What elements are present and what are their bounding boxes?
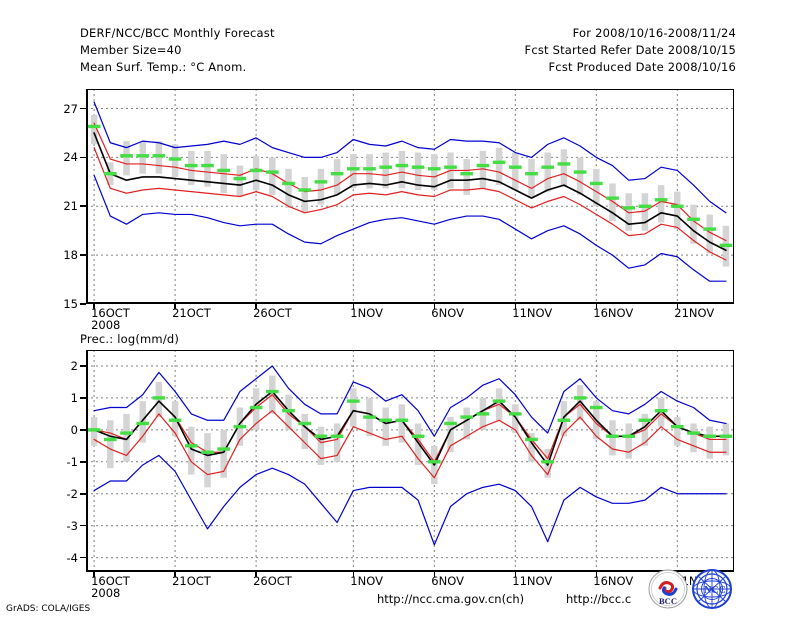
temperature-x-tick-mark: [676, 304, 679, 309]
temperature-x-axis-year: 2008: [91, 318, 121, 332]
precipitation-y-tick-label: -4: [66, 550, 78, 565]
temperature-y-tick-mark: [80, 205, 86, 208]
precipitation-y-tick-mark: [80, 492, 86, 495]
temperature-x-tick-label: 16OCT: [91, 306, 130, 320]
precipitation-y-tick-label: -3: [66, 518, 78, 533]
precipitation-y-tick-label: 0: [70, 422, 78, 437]
temperature-plot: [86, 89, 734, 304]
temperature-x-tick-label: 26OCT: [253, 306, 292, 320]
temperature-y-tick-label: 24: [63, 150, 78, 165]
temperature-x-tick-mark: [255, 304, 257, 309]
precipitation-y-tick-mark: [80, 524, 86, 527]
temperature-y-tick-mark: [80, 303, 86, 305]
precipitation-x-tick-mark: [255, 572, 257, 577]
temperature-x-tick-mark: [174, 304, 176, 309]
temperature-y-tick-label: 27: [63, 101, 78, 116]
grads-credit: GrADS: COLA/IGES: [6, 604, 91, 614]
precipitation-y-tick-label: -2: [66, 486, 78, 501]
precipitation-plot-frame: [86, 350, 734, 572]
temperature-plot-frame: [86, 89, 734, 304]
precipitation-x-tick-mark: [93, 572, 95, 577]
header-forecast-period: For 2008/10/16-2008/11/24: [572, 26, 736, 40]
temperature-x-tick-mark: [595, 304, 598, 309]
temperature-y-tick-mark: [80, 156, 86, 159]
precipitation-x-tick-mark: [433, 572, 436, 577]
temperature-x-tick-label: 6NOV: [431, 306, 464, 320]
temperature-x-tick-label: 11NOV: [512, 306, 553, 320]
precipitation-y-tick-mark: [80, 556, 86, 559]
temperature-x-tick-label: 1NOV: [350, 306, 383, 320]
precipitation-x-axis-year: 2008: [91, 586, 121, 600]
precipitation-x-tick-label: 11NOV: [512, 574, 553, 588]
precipitation-x-tick-label: 26OCT: [253, 574, 292, 588]
precipitation-y-tick-mark: [80, 365, 86, 367]
temperature-chart-panel: [86, 89, 734, 304]
temperature-x-tick-mark: [514, 304, 517, 309]
header-start-refer-date: Fcst Started Refer Date 2008/10/15: [524, 43, 736, 57]
precipitation-x-tick-label: 21OCT: [172, 574, 211, 588]
precipitation-y-tick-label: -1: [66, 454, 78, 469]
temperature-y-tick-label: 15: [63, 297, 78, 311]
ncc-logo-text: NCC: [704, 585, 726, 596]
precipitation-panel-title: Prec.: log(mm/d): [80, 332, 180, 346]
precipitation-x-tick-label: 16OCT: [91, 574, 130, 588]
precipitation-chart-panel: [86, 350, 734, 572]
precipitation-y-tick-mark: [80, 397, 86, 399]
precipitation-x-tick-label: 1NOV: [350, 574, 383, 588]
precipitation-y-tick-label: 2: [70, 358, 78, 373]
precipitation-plot: [86, 350, 734, 572]
temperature-x-tick-mark: [433, 304, 436, 309]
header-produced-date: Fcst Produced Date 2008/10/16: [548, 60, 736, 74]
temperature-x-tick-label: 16NOV: [593, 306, 634, 320]
temperature-y-tick-mark: [80, 254, 86, 256]
temperature-x-tick-mark: [352, 304, 355, 309]
temperature-x-tick-label: 21OCT: [172, 306, 211, 320]
precipitation-y-tick-mark: [80, 429, 86, 431]
precipitation-y-tick-mark: [80, 460, 86, 463]
header-variable-label: Mean Surf. Temp.: °C Anom.: [80, 60, 247, 74]
header-member-size: Member Size=40: [80, 43, 182, 57]
ncc-logo: NCC: [690, 568, 734, 612]
temperature-y-tick-mark: [80, 107, 86, 110]
precipitation-x-tick-mark: [174, 572, 176, 577]
precipitation-x-tick-mark: [352, 572, 355, 577]
precipitation-x-tick-label: 16NOV: [593, 574, 634, 588]
precipitation-x-tick-mark: [595, 572, 598, 577]
ncc-url[interactable]: http://ncc.cma.gov.cn(ch): [377, 592, 525, 606]
precipitation-x-tick-label: 6NOV: [431, 574, 464, 588]
precipitation-y-tick-label: 1: [70, 390, 78, 405]
temperature-x-tick-label: 21NOV: [674, 306, 715, 320]
precipitation-x-tick-mark: [514, 572, 517, 577]
temperature-y-tick-label: 18: [63, 248, 78, 263]
temperature-x-tick-mark: [93, 304, 95, 309]
bcc-logo: BCC: [646, 568, 690, 612]
bcc-logo-text: BCC: [659, 596, 677, 606]
header-title: DERF/NCC/BCC Monthly Forecast: [80, 26, 275, 40]
temperature-y-tick-label: 21: [63, 199, 78, 214]
bcc-url[interactable]: http://bcc.c: [566, 592, 632, 606]
